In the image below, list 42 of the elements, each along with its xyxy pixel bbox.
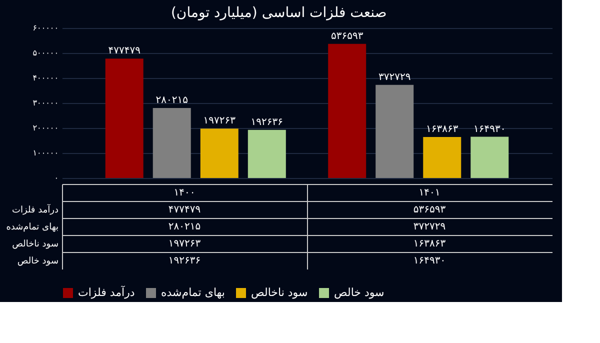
text: ۳۷۲۷۲۹ (378, 72, 411, 83)
text: بهای تمام‌شده (6, 222, 58, 232)
y-tick-label: ۴۰۰۰۰۰ (32, 74, 58, 82)
y-tick-label: ۲۰۰۰۰۰ (32, 124, 58, 132)
text: ۱۶۳۸۶۳ (426, 124, 458, 136)
text: ۱۹۷۲۶۳ (203, 116, 236, 127)
bar (248, 130, 286, 178)
data-label: ۱۶۳۸۶۳ (413, 238, 446, 250)
data-label: ۱۹۷۲۶۳ (168, 238, 202, 250)
legend-label: سود خالص (334, 286, 384, 299)
data-label: ۳۷۲۷۲۹ (413, 222, 446, 232)
y-tick-label: ۰ (54, 174, 58, 182)
data-label: ۴۷۷۴۷۹ (168, 204, 201, 216)
data-label: ۱۶۴۹۳۰ (413, 256, 446, 266)
x-tick-label: ۱۴۰۰ (174, 188, 196, 198)
bar (152, 108, 191, 178)
text: ۵۳۶۵۹۳ (330, 30, 364, 42)
text: ۱۹۲۶۳۶ (250, 116, 284, 128)
bar (200, 128, 238, 178)
legend-label: درآمد فلزات (78, 285, 135, 299)
text: ۴۷۷۴۷۹ (108, 46, 140, 57)
y-tick-label: ۳۰۰۰۰۰ (32, 98, 58, 108)
bar (328, 44, 366, 178)
y-tick-label: ۶۰۰۰۰۰ (32, 24, 58, 32)
data-label: ۵۳۶۵۹۳ (413, 204, 446, 216)
text: سود خالص (17, 256, 58, 266)
y-tick-label: ۵۰۰۰۰۰ (32, 48, 58, 58)
text: درآمد فلزات (12, 206, 58, 216)
data-label: ۲۸۰۲۱۵ (168, 222, 201, 232)
bar (423, 137, 462, 178)
bar (105, 58, 144, 178)
text: ۲۸۰۲۱۵ (156, 94, 188, 106)
bar (376, 84, 414, 178)
text: ۱۶۴۹۳۰ (474, 124, 506, 135)
x-tick-label: ۱۴۰۱ (418, 188, 440, 198)
legend-label: بهای تمام‌شده (161, 286, 225, 299)
y-tick-label: ۱۰۰۰۰۰ (32, 148, 58, 158)
bar (470, 136, 509, 178)
data-label: ۱۹۲۶۳۶ (168, 256, 201, 266)
text: سود ناخالص (12, 240, 58, 250)
chart-title: صنعت فلزات اساسی (میلیارد تومان) (170, 5, 387, 21)
legend-label: سود ناخالص (251, 286, 308, 299)
